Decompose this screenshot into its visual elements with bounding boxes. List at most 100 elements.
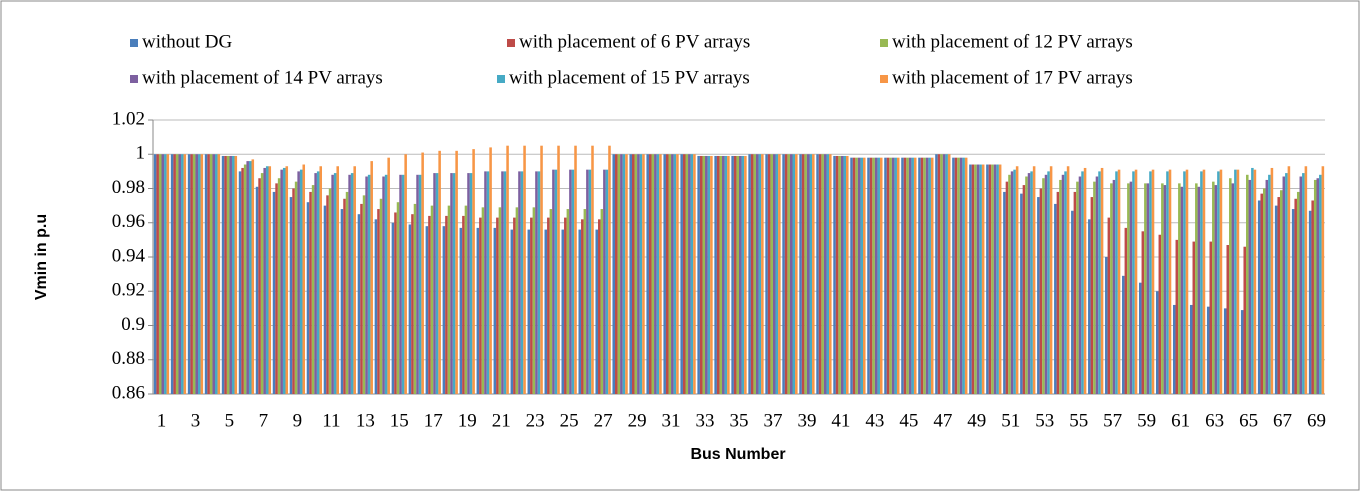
bar bbox=[750, 154, 754, 394]
bar bbox=[1270, 167, 1274, 394]
bar bbox=[765, 154, 768, 394]
bar bbox=[484, 171, 487, 394]
bar bbox=[778, 154, 781, 394]
bar bbox=[382, 176, 385, 394]
bar bbox=[901, 157, 904, 394]
bar bbox=[370, 161, 373, 394]
bar bbox=[1098, 171, 1101, 394]
bar bbox=[1257, 200, 1261, 394]
x-tick-label: 63 bbox=[1205, 410, 1224, 431]
bar bbox=[1141, 231, 1145, 394]
bar bbox=[183, 154, 187, 394]
bar bbox=[343, 198, 346, 394]
bar bbox=[309, 191, 312, 394]
bar bbox=[476, 227, 480, 394]
bar bbox=[229, 155, 232, 394]
x-tick-label: 51 bbox=[1001, 410, 1020, 431]
bar bbox=[930, 157, 934, 394]
bar bbox=[1020, 193, 1023, 394]
bar bbox=[631, 154, 635, 394]
bar bbox=[348, 174, 351, 394]
bar bbox=[862, 157, 866, 394]
bar bbox=[1178, 183, 1181, 394]
bar bbox=[394, 212, 397, 394]
bar bbox=[1117, 169, 1121, 394]
bar bbox=[489, 147, 492, 394]
bar bbox=[1095, 176, 1099, 394]
x-tick-label: 41 bbox=[831, 410, 850, 431]
bar bbox=[178, 154, 182, 394]
x-tick-label: 17 bbox=[424, 410, 443, 431]
bar bbox=[1209, 241, 1213, 394]
bar bbox=[246, 161, 249, 394]
bar bbox=[1311, 200, 1314, 394]
bar bbox=[673, 154, 677, 394]
bar bbox=[913, 157, 917, 394]
bar bbox=[1129, 181, 1133, 394]
legend-label: with placement of 6 PV arrays bbox=[519, 31, 750, 52]
bar bbox=[297, 171, 300, 394]
bar bbox=[976, 164, 980, 394]
bar bbox=[294, 181, 298, 394]
x-tick-label: 5 bbox=[225, 410, 235, 431]
bar bbox=[224, 155, 227, 394]
bar bbox=[840, 155, 844, 394]
bar bbox=[940, 154, 943, 394]
bar bbox=[1274, 205, 1278, 394]
bar bbox=[843, 155, 847, 394]
bar bbox=[1263, 188, 1266, 394]
bar bbox=[234, 155, 238, 394]
bar bbox=[1316, 178, 1320, 394]
bar bbox=[1037, 197, 1040, 394]
bar bbox=[884, 157, 887, 394]
bar bbox=[282, 167, 286, 394]
bar bbox=[598, 219, 601, 394]
bar bbox=[387, 157, 390, 394]
bar bbox=[1107, 217, 1111, 394]
bar bbox=[979, 164, 982, 394]
bar bbox=[455, 150, 458, 394]
bar bbox=[665, 154, 669, 394]
bar bbox=[481, 207, 485, 394]
bar bbox=[1008, 174, 1011, 394]
x-tick-label: 45 bbox=[899, 410, 918, 431]
bar bbox=[1202, 169, 1206, 394]
bar bbox=[710, 155, 713, 394]
bar bbox=[826, 154, 830, 394]
bar bbox=[391, 222, 395, 394]
bar bbox=[1139, 282, 1142, 394]
bar bbox=[1265, 179, 1269, 394]
bar bbox=[425, 226, 429, 394]
bar bbox=[374, 219, 378, 394]
bar bbox=[1180, 186, 1184, 394]
bar bbox=[241, 167, 244, 394]
bar bbox=[1253, 169, 1257, 394]
bar bbox=[1124, 227, 1128, 394]
bar bbox=[952, 157, 955, 394]
bar bbox=[1168, 169, 1172, 394]
bar bbox=[608, 145, 611, 394]
bar bbox=[302, 164, 306, 394]
bar bbox=[1302, 173, 1305, 394]
bar bbox=[1158, 234, 1162, 394]
bar bbox=[272, 191, 276, 394]
bar bbox=[896, 157, 900, 394]
bar bbox=[1083, 167, 1087, 394]
bar bbox=[889, 157, 892, 394]
bar bbox=[908, 157, 912, 394]
bar bbox=[170, 154, 174, 394]
y-tick-label: 0.9 bbox=[121, 314, 145, 335]
bar bbox=[716, 155, 720, 394]
bar bbox=[920, 157, 924, 394]
bar bbox=[493, 227, 497, 394]
bar bbox=[775, 154, 779, 394]
bar bbox=[894, 157, 897, 394]
bar bbox=[1172, 304, 1176, 394]
bar bbox=[947, 154, 951, 394]
bar bbox=[1015, 166, 1019, 394]
bar bbox=[1240, 310, 1244, 394]
bar bbox=[838, 155, 841, 394]
bar bbox=[1090, 197, 1094, 394]
bar bbox=[1268, 174, 1271, 394]
bar bbox=[770, 154, 773, 394]
